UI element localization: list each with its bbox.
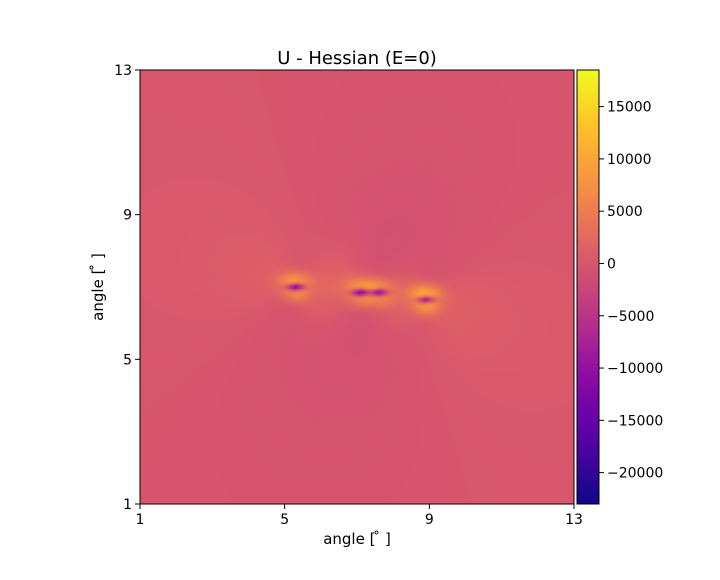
y-tick-label: 1 [123, 497, 132, 513]
colorbar: 15000 10000 5000 0 −5000 −10000 −15000 −20000 [576, 69, 663, 505]
x-tick-label: 1 [136, 512, 145, 528]
x-tick-label: 13 [565, 512, 583, 528]
colorbar-tick-label: −20000 [607, 466, 663, 482]
heatmap-image [140, 70, 574, 504]
plot-area [139, 69, 575, 505]
y-tick-label: 9 [123, 208, 132, 224]
colorbar-ticks: 15000 10000 5000 0 −5000 −10000 −15000 −20000 [599, 100, 663, 482]
y-axis-ticks: 1 5 9 13 [114, 63, 140, 513]
colorbar-frame [576, 69, 600, 505]
plot-frame [139, 69, 575, 505]
x-tick-label: 9 [425, 512, 434, 528]
colorbar-tick-label: −5000 [607, 309, 654, 325]
colorbar-tick-label: 10000 [607, 152, 652, 168]
x-axis-label: angle [ ̊ ] [323, 530, 391, 548]
colorbar-tick-label: 0 [607, 256, 616, 272]
colorbar-tick-label: 15000 [607, 100, 652, 116]
y-tick-label: 5 [123, 352, 132, 368]
x-axis-ticks: 1 5 9 13 [136, 504, 583, 528]
colorbar-tick-label: −15000 [607, 413, 663, 429]
colorbar-gradient [577, 70, 599, 504]
y-axis-label: angle [ ̊ ] [89, 253, 107, 321]
y-tick-label: 13 [114, 63, 132, 79]
chart-title: U - Hessian (E=0) [277, 48, 437, 69]
x-tick-label: 5 [280, 512, 289, 528]
colorbar-tick-label: −10000 [607, 361, 663, 377]
colorbar-tick-label: 5000 [607, 204, 643, 220]
